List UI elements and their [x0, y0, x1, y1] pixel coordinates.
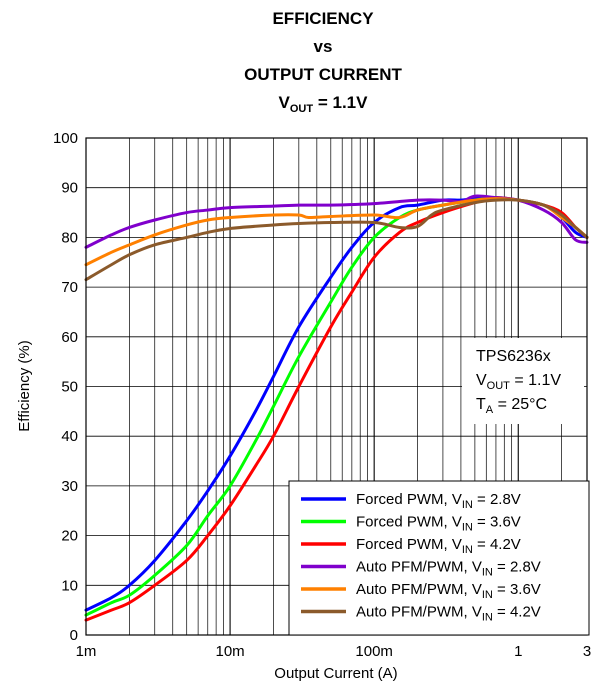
legend-label-4: Auto PFM/PWM, VIN = 2.8V [356, 559, 541, 579]
chart-title-line1: EFFICIENCY [272, 9, 374, 28]
x-tick-label: 1 [514, 643, 522, 660]
y-tick-label: 0 [70, 627, 78, 644]
y-tick-label: 40 [61, 428, 78, 445]
legend-label-3: Forced PWM, VIN = 4.2V [356, 536, 521, 556]
chart-title-line3: OUTPUT CURRENT [244, 65, 402, 84]
legend-label-5: Auto PFM/PWM, VIN = 3.6V [356, 581, 541, 601]
legend-label-2: Forced PWM, VIN = 3.6V [356, 514, 521, 534]
chart-title-line2: vs [314, 37, 333, 56]
annotation-temp: TA = 25°C [476, 396, 547, 416]
x-tick-label: 100m [355, 643, 393, 660]
axis-ticks: 0 10 20 30 40 50 60 70 80 90 100 1m 10m 100m 1 3 [53, 130, 591, 660]
y-tick-label: 90 [61, 180, 78, 197]
legend: Forced PWM, VIN = 2.8V Forced PWM, VIN = … [288, 480, 590, 636]
legend-box [288, 480, 590, 636]
series-lines [84, 194, 589, 622]
y-tick-label: 20 [61, 528, 78, 545]
legend-label-6: Auto PFM/PWM, VIN = 4.2V [356, 604, 541, 624]
x-tick-label: 1m [76, 643, 97, 660]
y-tick-label: 100 [53, 130, 78, 147]
annotation-box [462, 338, 584, 424]
chart-title-line4: VOUT = 1.1V [279, 93, 369, 115]
y-tick-label: 30 [61, 478, 78, 495]
annotation-device: TPS6236x [476, 348, 551, 365]
y-tick-label: 10 [61, 577, 78, 594]
series-line-6 [84, 198, 589, 282]
annotation-vout: VOUT = 1.1V [476, 372, 561, 392]
x-tick-label: 10m [215, 643, 244, 660]
y-tick-label: 50 [61, 379, 78, 396]
legend-label-1: Forced PWM, VIN = 2.8V [356, 491, 521, 511]
y-tick-label: 80 [61, 229, 78, 246]
y-axis-label: Efficiency (%) [16, 340, 33, 431]
series-line-4 [84, 194, 589, 249]
y-tick-label: 60 [61, 329, 78, 346]
x-tick-label: 3 [583, 643, 591, 660]
y-tick-label: 70 [61, 279, 78, 296]
x-axis-label: Output Current (A) [274, 665, 397, 682]
